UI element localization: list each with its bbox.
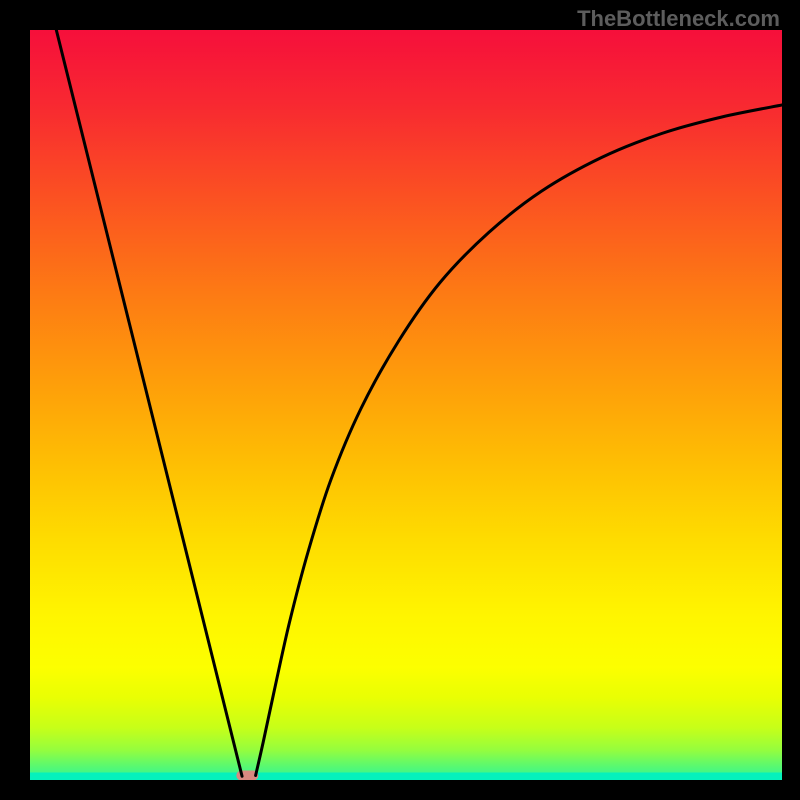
curve-left-branch bbox=[56, 30, 242, 776]
watermark-text: TheBottleneck.com bbox=[577, 6, 780, 32]
plot-area bbox=[30, 30, 782, 780]
curve-right-branch bbox=[256, 105, 782, 776]
chart-frame: TheBottleneck.com bbox=[0, 0, 800, 800]
bottleneck-curve bbox=[30, 30, 782, 780]
